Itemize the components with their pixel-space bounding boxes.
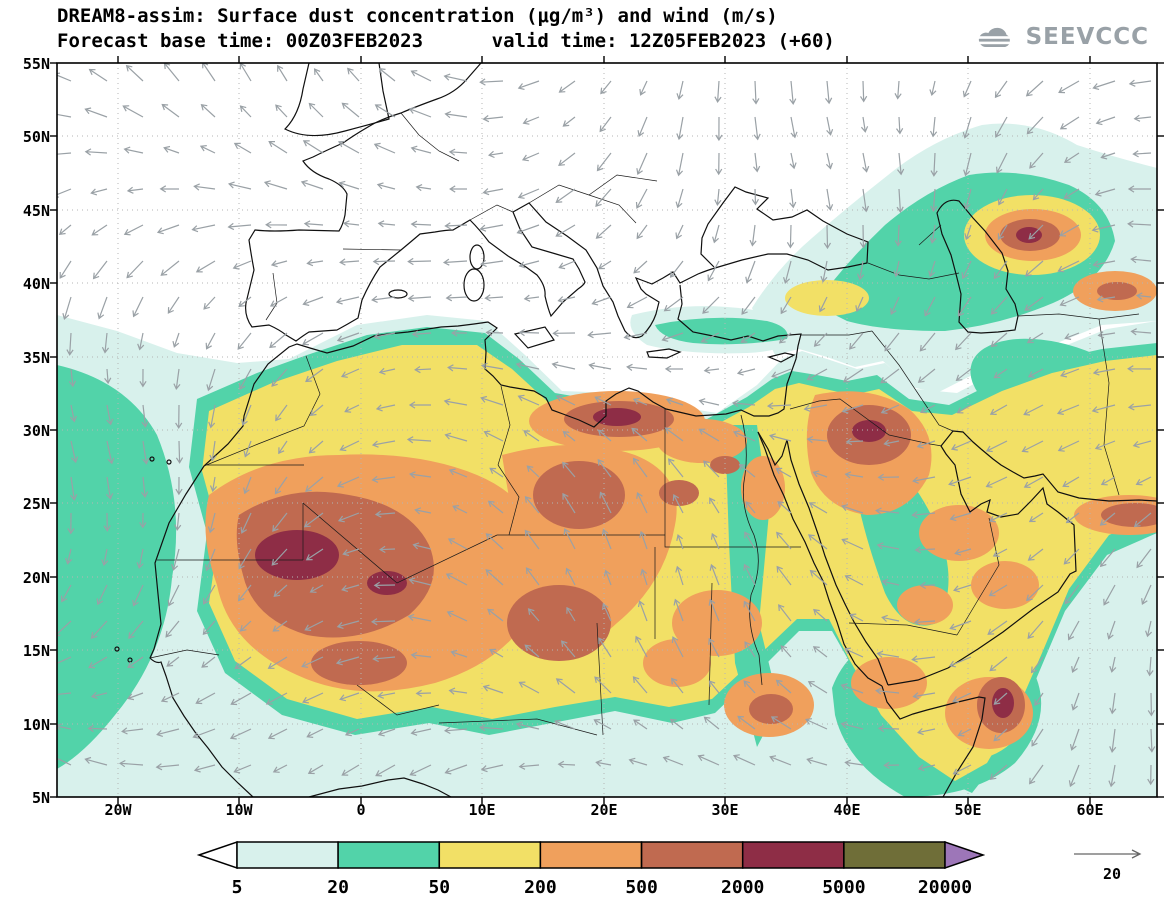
- lat-tick-label: 45N: [22, 202, 50, 220]
- cloud-logo-icon: [976, 27, 1016, 47]
- lon-tick-label: 60E: [1076, 801, 1104, 819]
- logo-text: SEEVCCC: [1025, 24, 1149, 50]
- lat-tick-label: 25N: [22, 495, 50, 513]
- colorbar-label: 20: [327, 877, 349, 898]
- lon-tick-label: 40E: [833, 801, 861, 819]
- colorbar-label: 200: [524, 877, 557, 898]
- forecast-map: [50, 56, 1164, 804]
- lat-tick-label: 15N: [22, 642, 50, 660]
- colorbar-legend: 5 20 50 200 500 2000 5000 20000: [196, 840, 985, 898]
- lat-tick-label: 35N: [22, 349, 50, 367]
- lat-tick-label: 10N: [22, 716, 50, 734]
- seevccc-logo: SEEVCCC: [973, 22, 1149, 52]
- lat-tick-label: 20N: [22, 569, 50, 587]
- map-subtitle: Forecast base time: 00Z03FEB2023 valid t…: [57, 30, 835, 52]
- coastlines: [114, 63, 1157, 797]
- colorbar-label: 5: [232, 877, 243, 898]
- lon-tick-label: 50E: [954, 801, 982, 819]
- lon-tick-label: 10W: [225, 801, 253, 819]
- lon-tick-label: 10E: [468, 801, 496, 819]
- lat-tick-label: 50N: [22, 128, 50, 146]
- lon-tick-label: 20E: [590, 801, 618, 819]
- wind-vector-field: [57, 63, 1156, 788]
- lat-tick-label: 55N: [22, 55, 50, 73]
- axis-ticks: [50, 56, 1164, 804]
- lat-tick-label: 30N: [22, 422, 50, 440]
- lon-tick-label: 20W: [104, 801, 132, 819]
- wind-reference-arrow: 20: [1074, 849, 1142, 883]
- colorbar-label: 2000: [721, 877, 764, 898]
- colorbar-label: 50: [428, 877, 450, 898]
- colorbar-label: 5000: [822, 877, 865, 898]
- lat-tick-label: 40N: [22, 275, 50, 293]
- lat-tick-label: 5N: [31, 789, 50, 807]
- map-title: DREAM8-assim: Surface dust concentration…: [57, 5, 778, 27]
- wind-reference-label: 20: [1103, 865, 1121, 883]
- country-borders: [149, 112, 1140, 736]
- colorbar-label: 500: [625, 877, 658, 898]
- dust-concentration-field: [57, 123, 1157, 797]
- lon-tick-label: 30E: [711, 801, 739, 819]
- colorbar-label: 20000: [918, 877, 972, 898]
- lon-tick-label: 0: [356, 801, 366, 819]
